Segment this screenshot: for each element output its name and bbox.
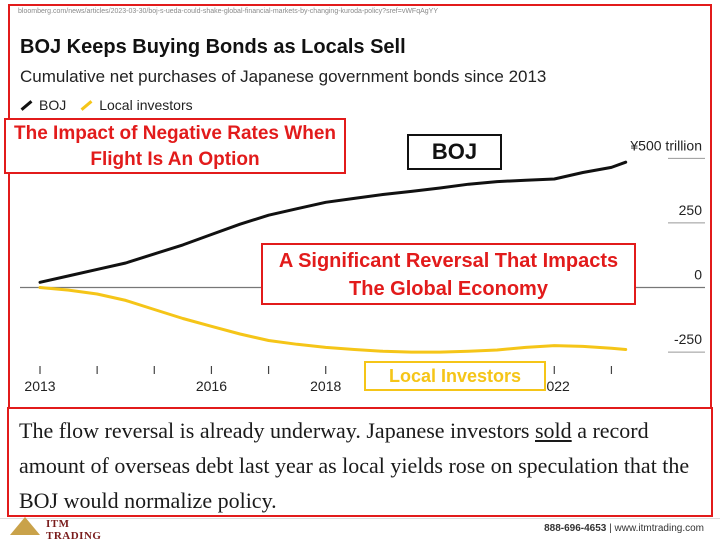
y-tick-label-2: 0 [694,267,702,283]
legend-label-local: Local investors [99,97,193,113]
logo-mark-icon [10,517,40,535]
x-tick-label-0: 2013 [24,378,55,394]
chart-subtitle: Cumulative net purchases of Japanese gov… [20,67,547,86]
local-investors-series-label: Local Investors [364,361,546,391]
source-url[interactable]: bloomberg.com/news/articles/2023-03-30/b… [18,8,439,15]
quote-text-1: The flow reversal is already underway. J… [19,418,535,443]
callout-negative-rates: The Impact of Negative Rates When Flight… [4,118,346,174]
quote-text-2: a record amount of overseas debt last ye… [19,418,690,513]
quote-text-sold: sold [535,418,572,443]
y-tick-label-1: 250 [679,202,703,218]
footer-phone: 888-696-4653 [544,523,607,534]
y-tick-label-0: ¥500 trillion [629,137,702,153]
boj-series-label: BOJ [407,134,502,170]
legend-label-boj: BOJ [39,97,67,113]
chart-title: BOJ Keeps Buying Bonds as Locals Sell [20,36,406,58]
itm-trading-logo: ITM TRADING [6,515,102,542]
footer-separator: | [609,523,612,534]
footer-bar: ITM TRADING 888-696-4653 | www.itmtradin… [0,515,720,542]
quote-box: The flow reversal is already underway. J… [7,407,713,517]
legend-item-boj: BOJ [20,97,66,113]
y-tick-label-3: -250 [674,331,702,347]
x-tick-label-3: 2022 [539,378,570,394]
chart-legend: BOJ Local investors [20,97,193,113]
legend-item-local: Local investors [80,97,193,113]
footer-contact: 888-696-4653 | www.itmtrading.com [544,523,704,534]
callout-reversal: A Significant Reversal That Impacts The … [261,243,636,305]
footer-website[interactable]: www.itmtrading.com [614,523,704,534]
series-line-local-investors [38,286,628,354]
x-tick-label-2: 2018 [310,378,341,394]
logo-text: ITM TRADING [46,518,102,542]
series-line-boj [38,160,628,284]
x-tick-label-1: 2016 [196,378,227,394]
